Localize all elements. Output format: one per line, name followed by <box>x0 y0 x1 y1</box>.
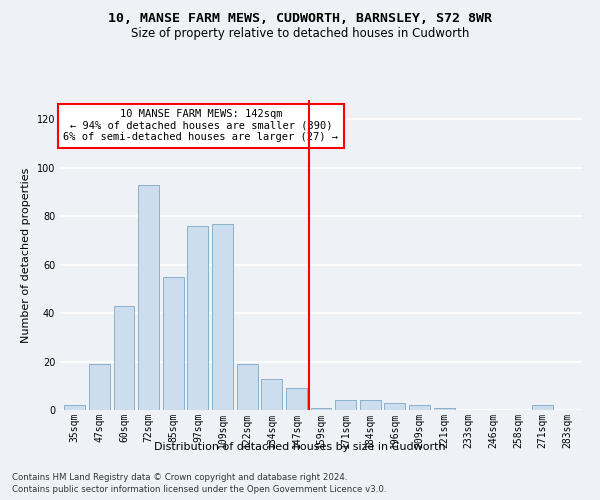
Bar <box>138 185 159 410</box>
Bar <box>335 400 356 410</box>
Bar <box>64 405 85 410</box>
Bar <box>311 408 331 410</box>
Text: Contains HM Land Registry data © Crown copyright and database right 2024.: Contains HM Land Registry data © Crown c… <box>12 472 347 482</box>
Text: Contains public sector information licensed under the Open Government Licence v3: Contains public sector information licen… <box>12 485 386 494</box>
Bar <box>89 364 110 410</box>
Bar <box>434 408 455 410</box>
Bar <box>236 364 257 410</box>
Text: 10 MANSE FARM MEWS: 142sqm
← 94% of detached houses are smaller (390)
6% of semi: 10 MANSE FARM MEWS: 142sqm ← 94% of deta… <box>64 110 338 142</box>
Y-axis label: Number of detached properties: Number of detached properties <box>21 168 31 342</box>
Bar <box>163 277 184 410</box>
Bar <box>187 226 208 410</box>
Bar <box>113 306 134 410</box>
Bar <box>261 378 282 410</box>
Bar <box>532 405 553 410</box>
Bar <box>385 402 406 410</box>
Text: Size of property relative to detached houses in Cudworth: Size of property relative to detached ho… <box>131 28 469 40</box>
Bar <box>409 405 430 410</box>
Text: Distribution of detached houses by size in Cudworth: Distribution of detached houses by size … <box>154 442 446 452</box>
Bar <box>212 224 233 410</box>
Bar <box>360 400 381 410</box>
Bar <box>286 388 307 410</box>
Text: 10, MANSE FARM MEWS, CUDWORTH, BARNSLEY, S72 8WR: 10, MANSE FARM MEWS, CUDWORTH, BARNSLEY,… <box>108 12 492 26</box>
